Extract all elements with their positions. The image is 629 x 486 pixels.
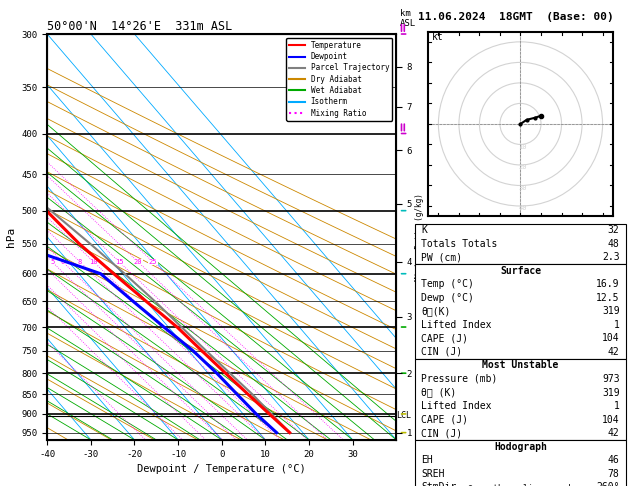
Y-axis label: hPa: hPa bbox=[6, 227, 16, 247]
Text: 8: 8 bbox=[78, 259, 82, 265]
Text: 6: 6 bbox=[61, 259, 65, 265]
Text: 25: 25 bbox=[149, 259, 157, 265]
Text: 319: 319 bbox=[602, 306, 620, 316]
Text: Lifted Index: Lifted Index bbox=[421, 401, 492, 411]
Text: 1: 1 bbox=[614, 320, 620, 330]
Text: Temp (°C): Temp (°C) bbox=[421, 279, 474, 289]
Text: K: K bbox=[421, 226, 427, 235]
Text: CAPE (J): CAPE (J) bbox=[421, 333, 469, 344]
Text: PW (cm): PW (cm) bbox=[421, 252, 462, 262]
Text: CIN (J): CIN (J) bbox=[421, 347, 462, 357]
Text: 48: 48 bbox=[608, 239, 620, 249]
Text: StmDir: StmDir bbox=[421, 482, 457, 486]
Text: SREH: SREH bbox=[421, 469, 445, 479]
Text: 20: 20 bbox=[134, 259, 142, 265]
Text: 104: 104 bbox=[602, 415, 620, 425]
Text: CIN (J): CIN (J) bbox=[421, 428, 462, 438]
Text: 42: 42 bbox=[608, 428, 620, 438]
X-axis label: Dewpoint / Temperature (°C): Dewpoint / Temperature (°C) bbox=[137, 464, 306, 474]
Text: θᴄ (K): θᴄ (K) bbox=[421, 387, 457, 398]
Bar bbox=[415, 359, 626, 440]
Text: 15: 15 bbox=[115, 259, 124, 265]
Text: Hodograph: Hodograph bbox=[494, 442, 547, 451]
Text: LCL: LCL bbox=[396, 411, 411, 420]
Text: Totals Totals: Totals Totals bbox=[421, 239, 498, 249]
Text: 2.3: 2.3 bbox=[602, 252, 620, 262]
Legend: Temperature, Dewpoint, Parcel Trajectory, Dry Adiabat, Wet Adiabat, Isotherm, Mi: Temperature, Dewpoint, Parcel Trajectory… bbox=[286, 38, 392, 121]
Text: 78: 78 bbox=[608, 469, 620, 479]
Text: θᴄ(K): θᴄ(K) bbox=[421, 306, 451, 316]
Text: Pressure (mb): Pressure (mb) bbox=[421, 374, 498, 384]
Text: EH: EH bbox=[421, 455, 433, 465]
Text: 973: 973 bbox=[602, 374, 620, 384]
Text: 5: 5 bbox=[50, 259, 54, 265]
Text: 40: 40 bbox=[518, 205, 527, 211]
Text: 1: 1 bbox=[614, 401, 620, 411]
Text: 319: 319 bbox=[602, 387, 620, 398]
Text: 20: 20 bbox=[518, 164, 527, 170]
Text: 12.5: 12.5 bbox=[596, 293, 620, 303]
Text: Surface: Surface bbox=[500, 266, 541, 276]
Text: 10: 10 bbox=[518, 143, 527, 150]
Text: 32: 32 bbox=[608, 226, 620, 235]
Text: Lifted Index: Lifted Index bbox=[421, 320, 492, 330]
Bar bbox=[415, 264, 626, 359]
Text: 16.9: 16.9 bbox=[596, 279, 620, 289]
Text: 104: 104 bbox=[602, 333, 620, 344]
Bar bbox=[415, 224, 626, 264]
Text: kt: kt bbox=[432, 32, 444, 42]
Text: 46: 46 bbox=[608, 455, 620, 465]
Text: 260°: 260° bbox=[596, 482, 620, 486]
Bar bbox=[415, 440, 626, 486]
Text: Mixing Ratio (g/kg): Mixing Ratio (g/kg) bbox=[416, 193, 425, 281]
Text: 30: 30 bbox=[518, 185, 527, 191]
Text: CAPE (J): CAPE (J) bbox=[421, 415, 469, 425]
Text: Dewp (°C): Dewp (°C) bbox=[421, 293, 474, 303]
Text: 50°00'N  14°26'E  331m ASL: 50°00'N 14°26'E 331m ASL bbox=[47, 20, 233, 33]
Text: 11.06.2024  18GMT  (Base: 00): 11.06.2024 18GMT (Base: 00) bbox=[418, 12, 614, 22]
Text: km
ASL: km ASL bbox=[400, 9, 416, 28]
Text: 42: 42 bbox=[608, 347, 620, 357]
Text: © weatheronline.co.uk: © weatheronline.co.uk bbox=[468, 484, 573, 486]
Text: Most Unstable: Most Unstable bbox=[482, 361, 559, 370]
Text: 10: 10 bbox=[89, 259, 98, 265]
